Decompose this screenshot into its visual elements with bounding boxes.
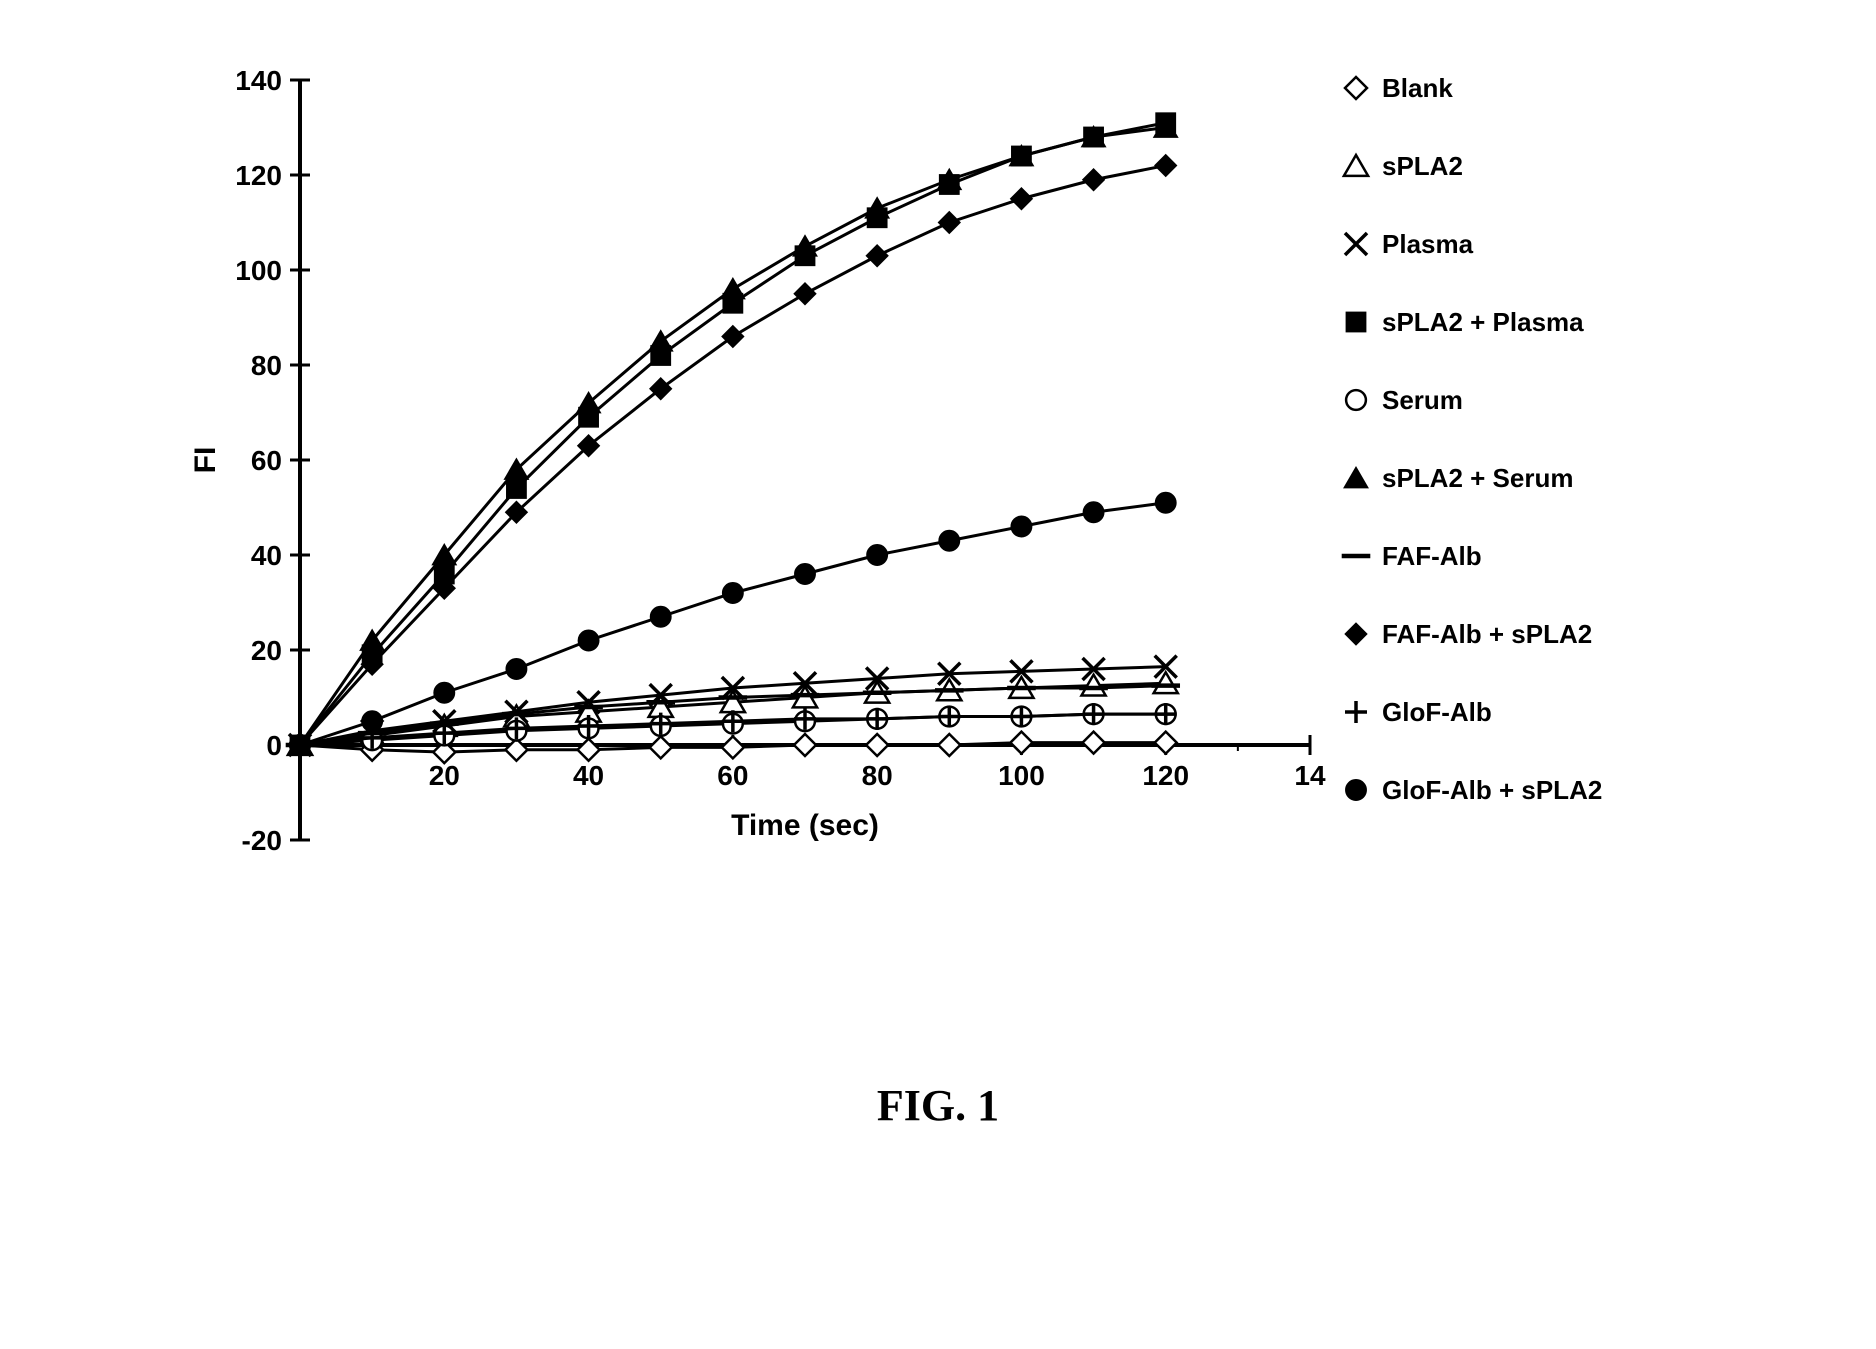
svg-text:120: 120 [235, 160, 282, 191]
svg-text:FAF-Alb: FAF-Alb [1382, 541, 1482, 571]
svg-text:14: 14 [1294, 760, 1326, 791]
svg-text:GloF-Alb: GloF-Alb [1382, 697, 1492, 727]
legend-item-spla2 [1344, 155, 1368, 176]
svg-text:Plasma: Plasma [1382, 229, 1474, 259]
series-spla2_serum [288, 117, 1178, 755]
series-spla2_plasma [290, 113, 1176, 755]
figure-caption: FIG. 1 [0, 1080, 1876, 1131]
legend-item-blank [1345, 77, 1367, 99]
svg-text:40: 40 [251, 540, 282, 571]
svg-text:80: 80 [251, 350, 282, 381]
svg-text:Blank: Blank [1382, 73, 1453, 103]
svg-text:sPLA2: sPLA2 [1382, 151, 1463, 181]
legend-item-spla2_serum [1344, 467, 1368, 488]
legend-item-glof_alb_spla2 [1346, 780, 1367, 801]
svg-text:100: 100 [235, 255, 282, 286]
svg-text:80: 80 [862, 760, 893, 791]
svg-text:GloF-Alb + sPLA2: GloF-Alb + sPLA2 [1382, 775, 1602, 805]
svg-text:FAF-Alb + sPLA2: FAF-Alb + sPLA2 [1382, 619, 1592, 649]
svg-text:-20: -20 [242, 825, 282, 856]
y-axis-label: FI [189, 447, 222, 474]
svg-text:40: 40 [573, 760, 604, 791]
legend-item-glof_alb [1345, 701, 1367, 723]
series-faf_alb_spla2 [289, 155, 1177, 757]
svg-text:sPLA2 + Plasma: sPLA2 + Plasma [1382, 307, 1584, 337]
legend-item-plasma [1345, 233, 1367, 255]
svg-text:100: 100 [998, 760, 1045, 791]
svg-text:sPLA2 + Serum: sPLA2 + Serum [1382, 463, 1573, 493]
legend-item-faf_alb_spla2 [1345, 623, 1367, 645]
svg-text:140: 140 [235, 65, 282, 96]
svg-text:60: 60 [717, 760, 748, 791]
legend-item-spla2_plasma [1346, 312, 1366, 332]
legend-item-serum [1346, 390, 1366, 410]
svg-text:120: 120 [1142, 760, 1189, 791]
svg-text:60: 60 [251, 445, 282, 476]
chart-svg: -200204060801001201402040608010012014Tim… [180, 60, 1680, 960]
svg-text:Serum: Serum [1382, 385, 1463, 415]
svg-text:0: 0 [266, 730, 282, 761]
svg-text:20: 20 [251, 635, 282, 666]
figure-container: -200204060801001201402040608010012014Tim… [180, 60, 1680, 1060]
svg-text:Time (sec): Time (sec) [731, 809, 879, 842]
